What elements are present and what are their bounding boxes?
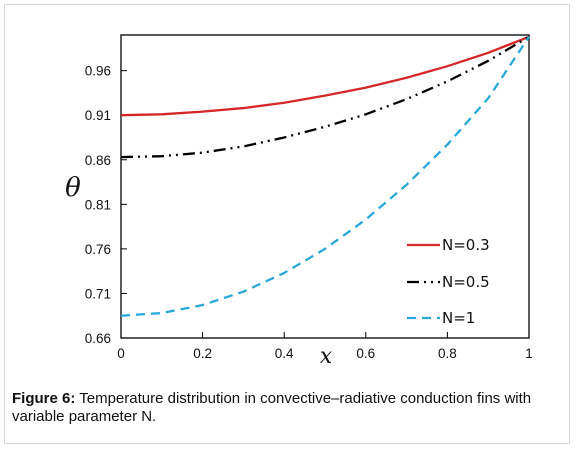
x-tick-label: 0.2 — [193, 346, 212, 361]
x-tick-label: 0.4 — [275, 346, 294, 361]
series-line-2 — [120, 36, 530, 317]
y-tick-label: 0.76 — [85, 242, 111, 257]
plot-area-frame — [120, 34, 530, 339]
x-axis-label: x — [320, 344, 333, 369]
y-tick-label: 0.96 — [85, 64, 111, 79]
legend: N=0.3 N=0.5 N=1 — [407, 236, 490, 327]
figure-caption-label: Figure 6: — [12, 390, 76, 407]
series-lines — [120, 35, 530, 317]
x-tick-label: 1 — [525, 346, 533, 361]
figure-caption-text: Temperature distribution in convective–r… — [12, 390, 532, 425]
y-tick-label: 0.71 — [85, 286, 111, 301]
y-tick-label: 0.66 — [85, 331, 111, 346]
series-line-0 — [120, 35, 530, 117]
y-axis-label: θ — [65, 173, 81, 203]
series-line-1 — [120, 35, 530, 159]
legend-label-0: N=0.3 — [442, 236, 490, 254]
x-tick-label: 0.8 — [438, 346, 457, 361]
y-tick-label: 0.81 — [85, 197, 111, 212]
x-axis-ticks: 0 0.2 0.4 0.6 0.8 1 — [117, 332, 533, 361]
figure-caption: Figure 6: Temperature distribution in co… — [12, 390, 560, 426]
legend-label-2: N=1 — [442, 309, 475, 327]
figure-frame — [4, 4, 570, 444]
y-tick-label: 0.86 — [85, 153, 111, 168]
legend-label-1: N=0.5 — [442, 273, 490, 291]
y-tick-label: 0.91 — [85, 108, 111, 123]
x-tick-label: 0 — [117, 346, 125, 361]
x-tick-label: 0.6 — [356, 346, 375, 361]
y-axis-ticks: 0.66 0.71 0.76 0.81 0.86 0.91 0.96 — [85, 64, 127, 346]
